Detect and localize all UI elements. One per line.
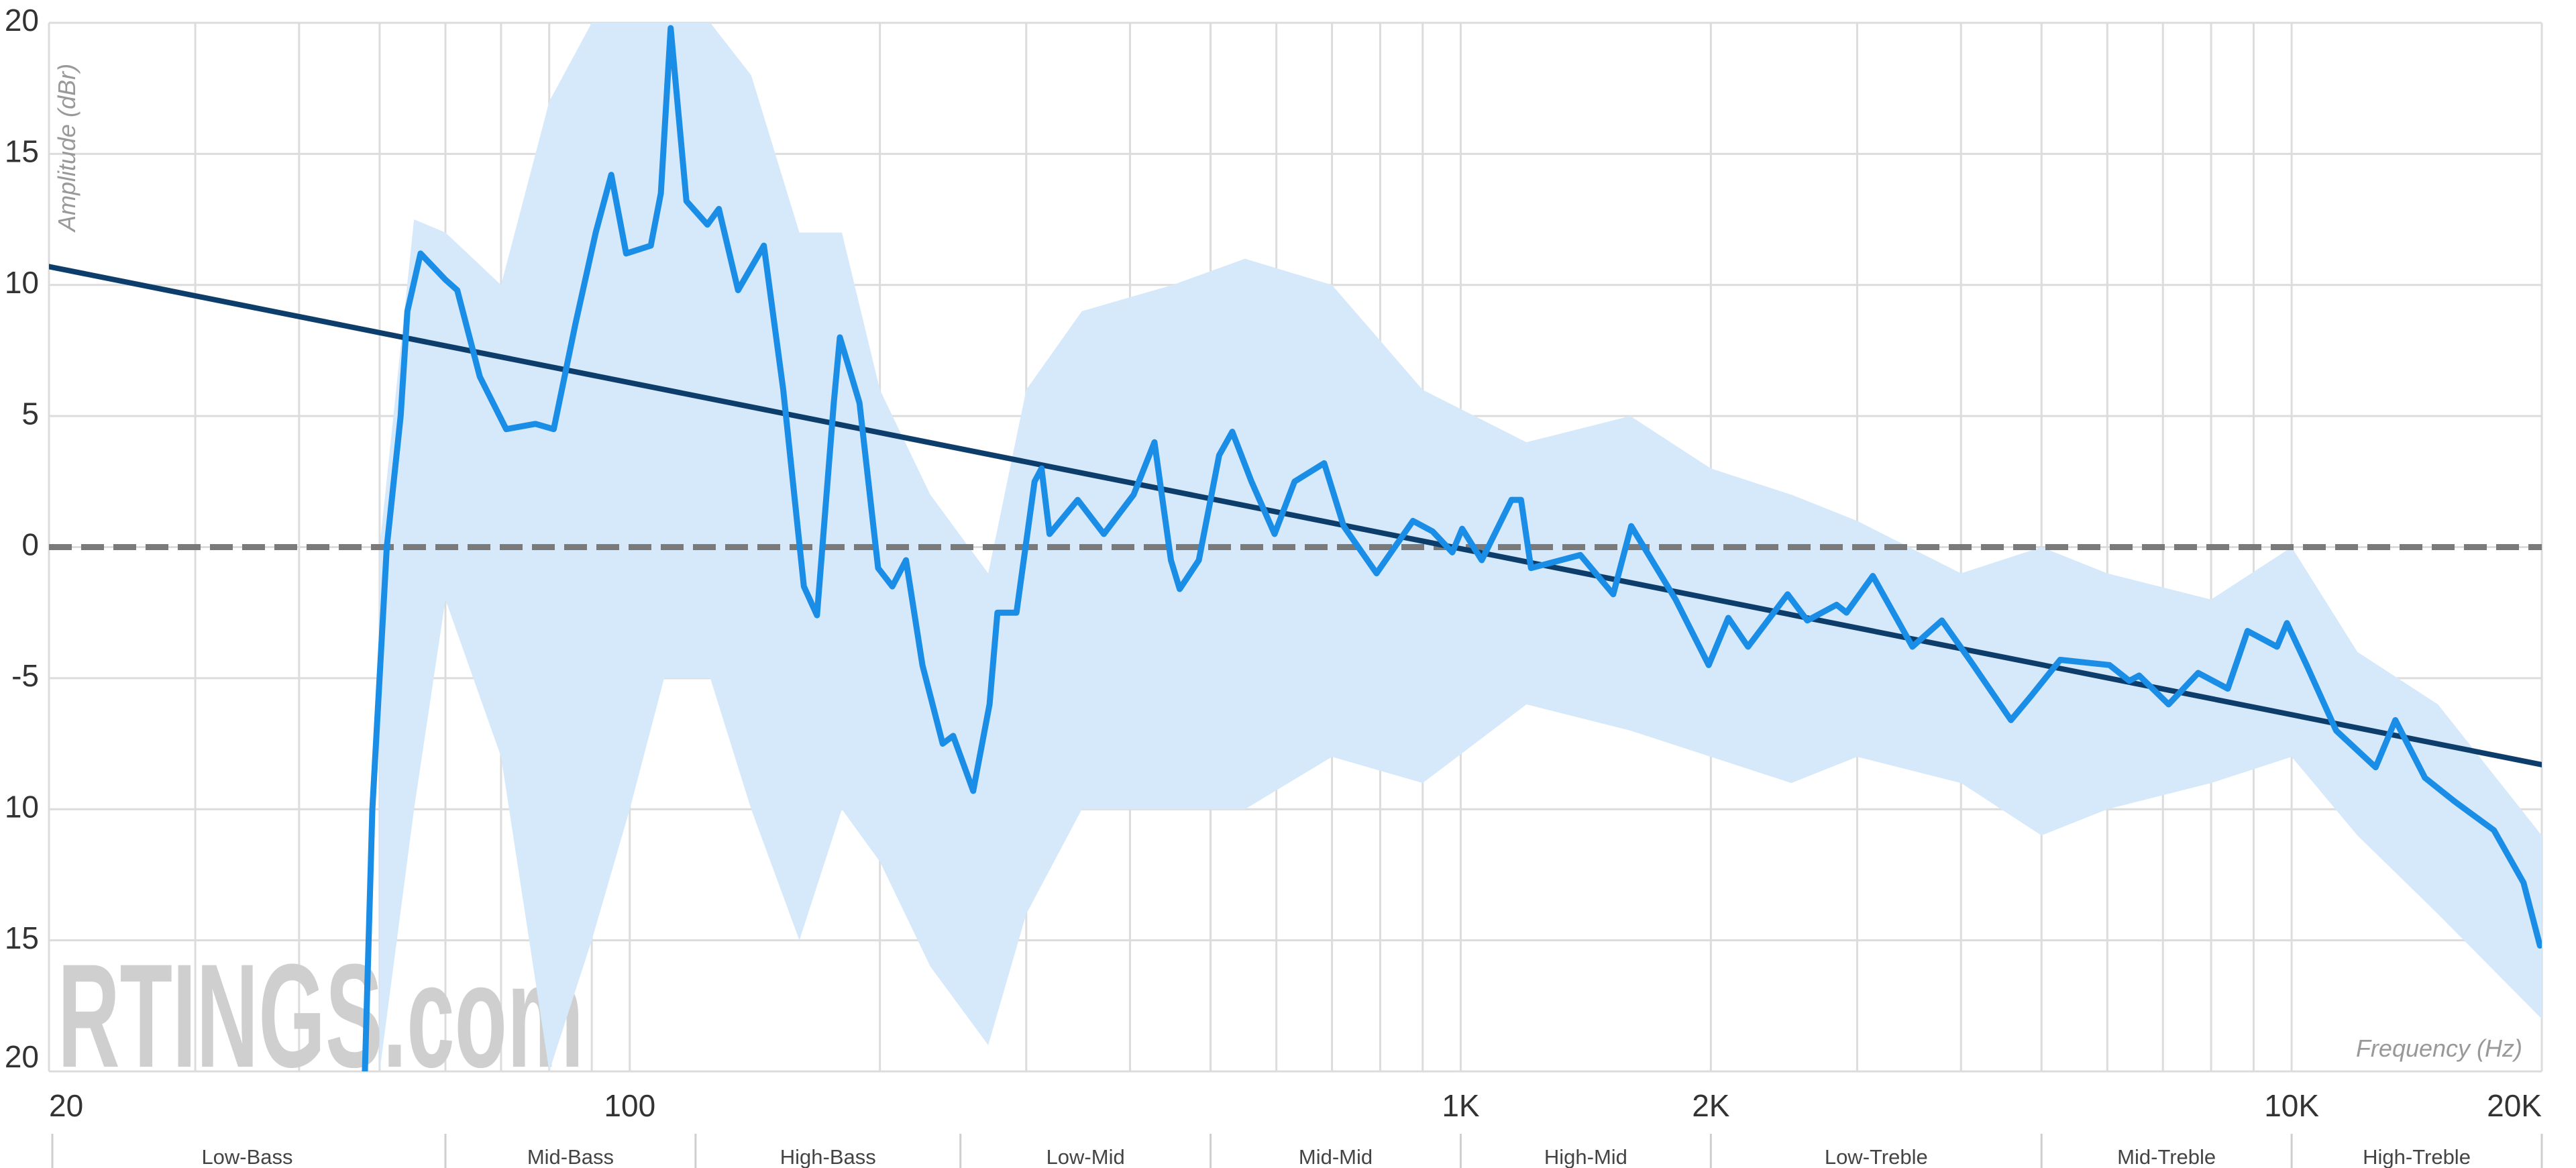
- y-axis-title: Amplitude (dBr): [53, 64, 80, 233]
- band-label: Mid-Bass: [527, 1145, 614, 1168]
- band-label: Low-Treble: [1825, 1145, 1928, 1168]
- x-tick-label: 20: [49, 1088, 83, 1123]
- x-axis-title: Frequency (Hz): [2356, 1034, 2522, 1062]
- band-label: High-Treble: [2363, 1145, 2471, 1168]
- y-tick-label: 5: [21, 396, 39, 431]
- band-label: Mid-Treble: [2117, 1145, 2216, 1168]
- y-tick-label: 20: [5, 1039, 39, 1074]
- y-tick-label: 0: [21, 527, 39, 562]
- y-tick-label: 20: [5, 3, 39, 38]
- plot: [49, 23, 2542, 1071]
- band-label: Mid-Mid: [1299, 1145, 1373, 1168]
- series-line: [362, 25, 2542, 1071]
- y-tick-label: -5: [11, 658, 39, 693]
- y-tick-label: 15: [5, 920, 39, 955]
- y-tick-label: 10: [5, 789, 39, 824]
- x-tick-label: 1K: [1442, 1088, 1480, 1123]
- band-label: High-Mid: [1544, 1145, 1627, 1168]
- x-tick-label: 10K: [2264, 1088, 2319, 1123]
- x-tick-label: 20K: [2487, 1088, 2542, 1123]
- watermark: RTINGS.com: [58, 933, 584, 1098]
- band-label: Low-Mid: [1046, 1145, 1125, 1168]
- x-tick-label: 2K: [1692, 1088, 1730, 1123]
- y-tick-label: 10: [5, 265, 39, 300]
- band-label: Low-Bass: [201, 1145, 292, 1168]
- x-tick-label: 100: [604, 1088, 655, 1123]
- band-label: High-Bass: [780, 1145, 876, 1168]
- y-tick-label: 15: [5, 134, 39, 169]
